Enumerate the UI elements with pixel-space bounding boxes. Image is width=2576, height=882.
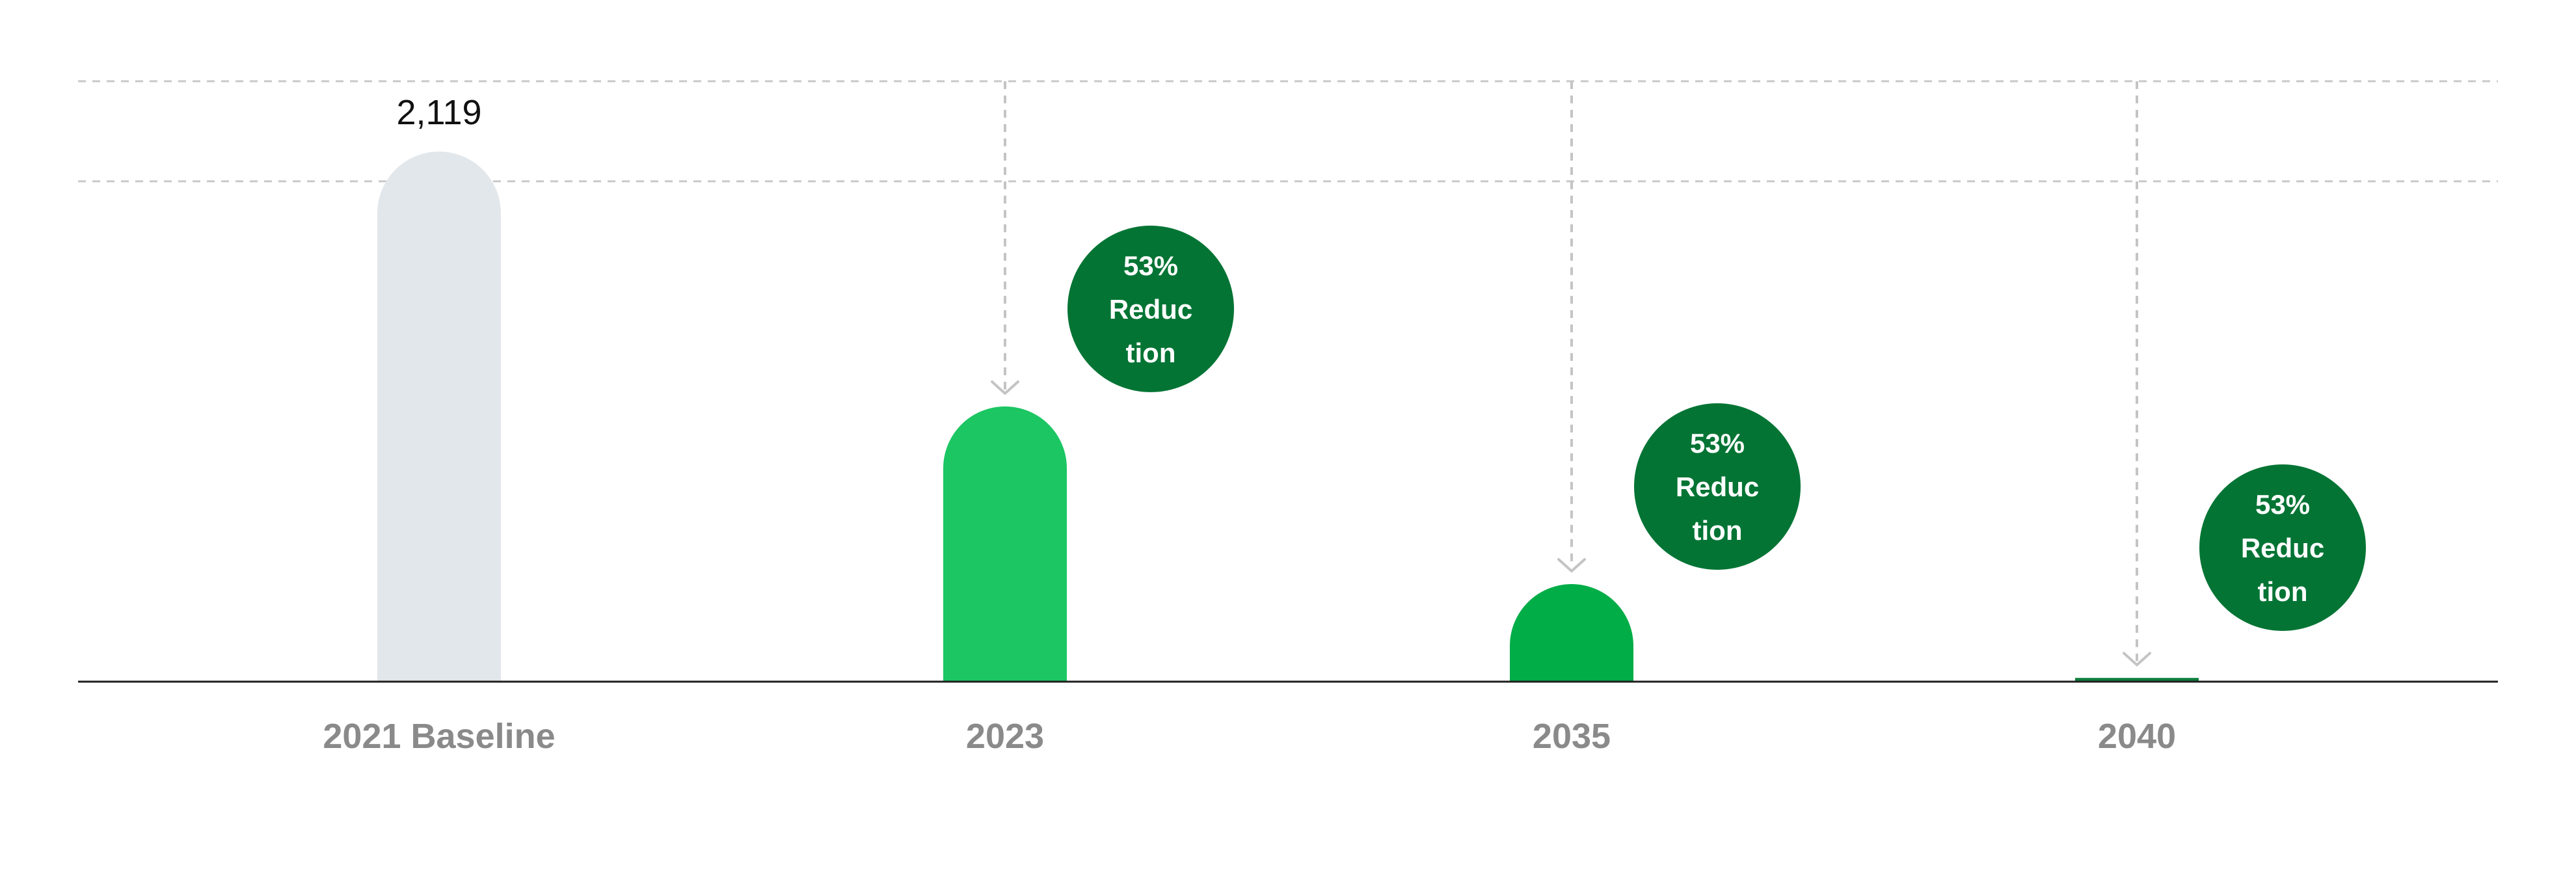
badge-circle <box>1067 225 1234 392</box>
bar-2035 <box>1510 584 1633 682</box>
tick-label-2040: 2040 <box>2098 717 2176 756</box>
badge-text-line: 53% <box>1690 428 1745 459</box>
arrow-down-icon <box>991 380 1019 395</box>
badge-circle <box>2199 464 2366 631</box>
bar-2040 <box>2075 678 2199 682</box>
badge-text-line: tion <box>1126 338 1176 368</box>
arrow-down-icon <box>2123 652 2151 667</box>
reduction-badge-2040: 53% Reduc tion <box>2199 464 2366 631</box>
badge-text-line: tion <box>2258 576 2308 607</box>
badge-text-line: tion <box>1693 515 1743 546</box>
value-label-2021-baseline: 2,119 <box>396 93 481 132</box>
badge-text-line: Reduc <box>1676 472 1759 502</box>
badge-text-line: 53% <box>1123 250 1178 281</box>
tick-label-2035: 2035 <box>1533 717 1611 756</box>
bar-2023 <box>943 406 1067 682</box>
reduction-arrows <box>991 81 2151 667</box>
bars <box>377 152 2199 682</box>
badge-text-line: Reduc <box>1109 294 1192 325</box>
tick-label-2021-baseline: 2021 Baseline <box>323 717 555 756</box>
badge-circle <box>1634 403 1801 570</box>
reduction-badges: 53% Reduc tion 53% Reduc tion 53% Reduc tion <box>1067 225 2366 631</box>
bar-2021-baseline <box>377 152 501 682</box>
labels: 2,119 2021 Baseline 2023 2035 2040 <box>323 93 2176 756</box>
tick-label-2023: 2023 <box>966 717 1044 756</box>
reduction-badge-2023: 53% Reduc tion <box>1067 225 1234 392</box>
badge-text-line: 53% <box>2255 489 2310 520</box>
reduction-badge-2035: 53% Reduc tion <box>1634 403 1801 570</box>
arrow-down-icon <box>1557 558 1586 572</box>
badge-text-line: Reduc <box>2241 533 2324 563</box>
